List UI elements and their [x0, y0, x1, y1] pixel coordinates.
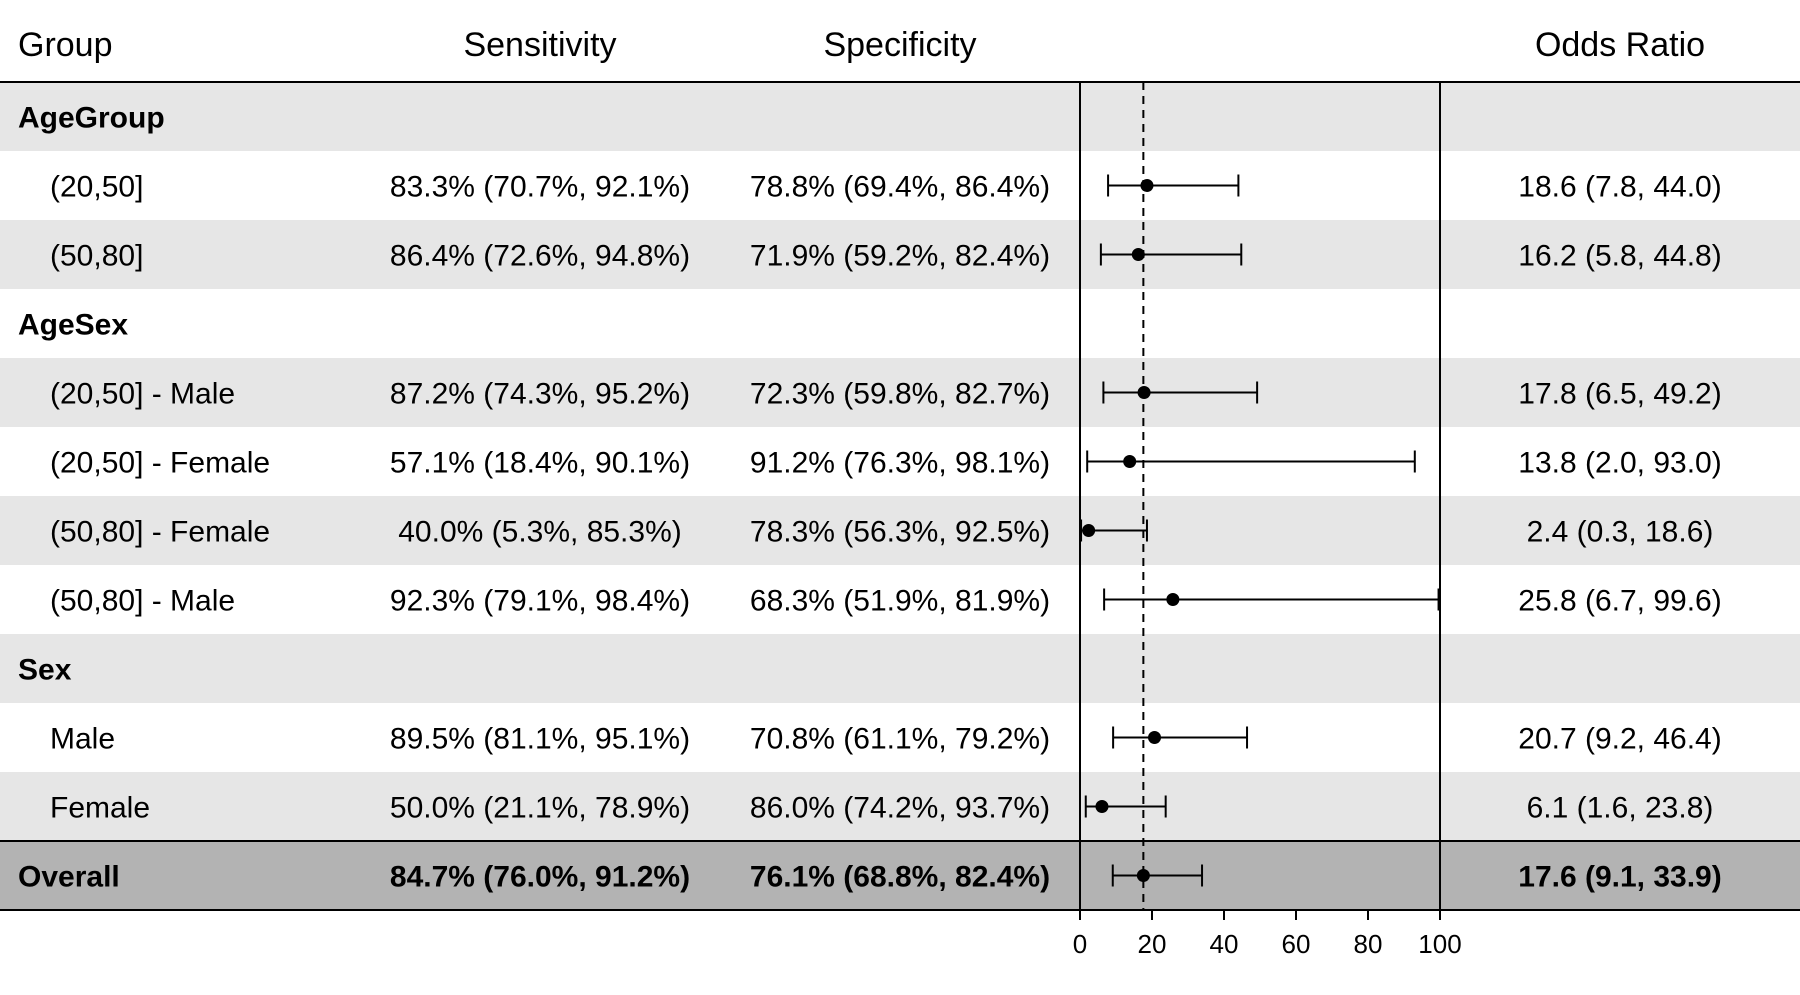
row-label: (20,50] — [50, 171, 143, 204]
sensitivity-cell: 83.3% (70.7%, 92.1%) — [390, 171, 690, 204]
estimate-point — [1166, 593, 1180, 606]
plot-frame — [0, 81, 1800, 911]
row-label: Overall — [18, 861, 120, 894]
forest-marks — [1080, 174, 1440, 887]
x-tick-label: 0 — [1073, 929, 1087, 959]
table-header: Group Sensitivity Specificity Odds Ratio — [18, 26, 1705, 64]
x-tick-label: 80 — [1354, 929, 1383, 959]
row-band — [0, 358, 1800, 427]
specificity-cell: 72.3% (59.8%, 82.7%) — [750, 378, 1050, 411]
row-label: (20,50] - Female — [50, 447, 270, 480]
section-label: AgeSex — [18, 309, 128, 342]
sensitivity-cell: 50.0% (21.1%, 78.9%) — [390, 792, 690, 825]
table-cells: AgeGroup (20,50] 83.3% (70.7%, 92.1%) 78.8%… — [18, 102, 1722, 894]
row-band — [0, 565, 1800, 634]
specificity-cell: 70.8% (61.1%, 79.2%) — [750, 723, 1050, 756]
specificity-cell: 78.3% (56.3%, 92.5%) — [750, 516, 1050, 549]
row-band — [0, 427, 1800, 496]
estimate-point — [1140, 179, 1154, 192]
estimate-point — [1131, 248, 1145, 261]
x-axis: 0 20 40 60 80 100 — [1073, 910, 1462, 959]
row-band — [0, 151, 1800, 220]
specificity-cell: 76.1% (68.8%, 82.4%) — [750, 861, 1050, 894]
x-tick-label: 40 — [1210, 929, 1239, 959]
section-label: Sex — [18, 654, 72, 687]
specificity-cell: 86.0% (74.2%, 93.7%) — [750, 792, 1050, 825]
odds-ratio-cell: 6.1 (1.6, 23.8) — [1527, 792, 1714, 825]
odds-ratio-cell: 20.7 (9.2, 46.4) — [1518, 723, 1721, 756]
header-specificity: Specificity — [823, 26, 976, 64]
sensitivity-cell: 87.2% (74.3%, 95.2%) — [390, 378, 690, 411]
section-label: AgeGroup — [18, 102, 165, 135]
header-odds-ratio: Odds Ratio — [1535, 26, 1705, 64]
estimate-point — [1095, 800, 1109, 813]
odds-ratio-cell: 17.6 (9.1, 33.9) — [1518, 861, 1721, 894]
row-band — [0, 841, 1800, 910]
header-sensitivity: Sensitivity — [463, 26, 616, 64]
sensitivity-cell: 57.1% (18.4%, 90.1%) — [390, 447, 690, 480]
odds-ratio-cell: 2.4 (0.3, 18.6) — [1527, 516, 1714, 549]
specificity-cell: 71.9% (59.2%, 82.4%) — [750, 240, 1050, 273]
sensitivity-cell: 86.4% (72.6%, 94.8%) — [390, 240, 690, 273]
header-group: Group — [18, 26, 113, 64]
estimate-point — [1082, 524, 1096, 537]
specificity-cell: 91.2% (76.3%, 98.1%) — [750, 447, 1050, 480]
estimate-point — [1136, 869, 1150, 882]
specificity-cell: 78.8% (69.4%, 86.4%) — [750, 171, 1050, 204]
row-label: (50,80] — [50, 240, 143, 273]
sensitivity-cell: 89.5% (81.1%, 95.1%) — [390, 723, 690, 756]
row-band — [0, 634, 1800, 703]
odds-ratio-cell: 13.8 (2.0, 93.0) — [1518, 447, 1721, 480]
sensitivity-cell: 84.7% (76.0%, 91.2%) — [390, 861, 690, 894]
row-label: (50,80] - Male — [50, 585, 235, 618]
sensitivity-cell: 92.3% (79.1%, 98.4%) — [390, 585, 690, 618]
row-label: Male — [50, 723, 115, 756]
row-band — [0, 289, 1800, 358]
row-band — [0, 772, 1800, 841]
odds-ratio-cell: 18.6 (7.8, 44.0) — [1518, 171, 1721, 204]
row-band — [0, 220, 1800, 289]
row-band — [0, 82, 1800, 151]
odds-ratio-cell: 25.8 (6.7, 99.6) — [1518, 585, 1721, 618]
row-label: (20,50] - Male — [50, 378, 235, 411]
estimate-point — [1123, 455, 1137, 468]
odds-ratio-cell: 17.8 (6.5, 49.2) — [1518, 378, 1721, 411]
row-label: Female — [50, 792, 150, 825]
row-band — [0, 496, 1800, 565]
sensitivity-cell: 40.0% (5.3%, 85.3%) — [398, 516, 682, 549]
x-tick-label: 60 — [1282, 929, 1311, 959]
row-label: (50,80] - Female — [50, 516, 270, 549]
row-bands — [0, 82, 1800, 910]
x-tick-label: 20 — [1138, 929, 1167, 959]
specificity-cell: 68.3% (51.9%, 81.9%) — [750, 585, 1050, 618]
estimate-point — [1148, 731, 1162, 744]
x-tick-label: 100 — [1418, 929, 1461, 959]
odds-ratio-cell: 16.2 (5.8, 44.8) — [1518, 240, 1721, 273]
row-band — [0, 703, 1800, 772]
estimate-point — [1137, 386, 1151, 399]
